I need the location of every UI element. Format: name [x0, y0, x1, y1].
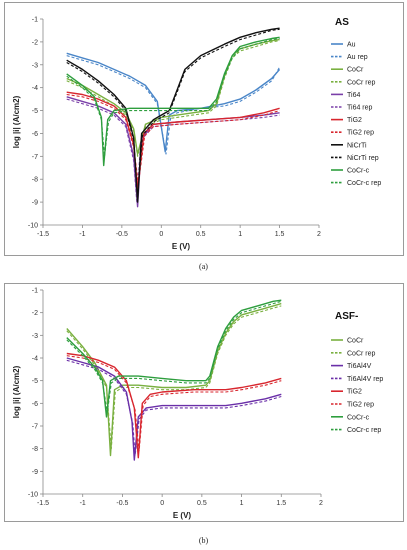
chart-b-legend-label: CoCr rep [347, 350, 376, 357]
chart-a-series-line-9 [66, 28, 280, 199]
chart-a-series-line-5 [66, 98, 280, 203]
chart-a-x-tick-label: 1.5 [275, 231, 285, 238]
chart-a-series-line-1 [66, 55, 281, 155]
chart-a-legend-label: CoCr-c [347, 168, 370, 175]
chart-b-legend-label: CoCr-c [347, 414, 370, 421]
chart-b-y-tick-label: -7 [32, 424, 38, 431]
chart-a-y-tick-label: -3 [32, 62, 38, 69]
chart-panel-a: -10 -9 -8 -7 -6 -5 -4 -3 -2 -1 -1.5 -1 -0.5 0 0.5 1 1.5 2… [4, 2, 404, 256]
chart-a-legend-label: Ti64 [347, 92, 360, 99]
chart-b-series-line-1 [66, 305, 282, 450]
chart-a-legend-label: CoCr [347, 67, 364, 74]
chart-b-legend-label: TiG2 rep [347, 402, 374, 409]
chart-b-legend-label: Ti6Al4V [347, 363, 372, 370]
chart-b-y-tick-label: -2 [32, 310, 38, 317]
chart-b-y-tick-label: -6 [32, 401, 38, 408]
chart-a-svg: -10 -9 -8 -7 -6 -5 -4 -3 -2 -1 -1.5 -1 -0.5 0 0.5 1 1.5 2… [12, 17, 381, 252]
chart-b-x-tick-label: -0.5 [116, 500, 128, 507]
chart-b-series-line-2 [66, 357, 282, 461]
chart-a-series-line-8 [66, 27, 280, 203]
chart-a-y-tick-label: -10 [28, 223, 38, 230]
caption-a: (a) [199, 262, 208, 271]
chart-b-y-tick-label: -4 [32, 356, 38, 363]
chart-a-y-tick-label: -6 [32, 131, 38, 138]
chart-b-series-line-0 [66, 302, 282, 457]
chart-a-legend-label: Au [347, 42, 356, 49]
chart-a-series-line-2 [66, 38, 280, 155]
chart-a-x-axis-label: E (V) [172, 242, 191, 251]
chart-a-legend-label: TiG2 [347, 117, 362, 124]
chart-a-legend-label: CoCr rep [347, 79, 376, 86]
chart-b-legend-label: CoCr-c rep [347, 427, 381, 434]
chart-a-legend-label: TiG2 rep [347, 130, 374, 137]
chart-b-series-line-6 [66, 299, 282, 418]
chart-b-series-line-4 [66, 352, 282, 459]
chart-a-series-line-0 [66, 52, 281, 153]
chart-a-y-tick-label: -7 [32, 154, 38, 161]
chart-b-x-tick-label: 1.5 [276, 500, 286, 507]
chart-a-y-tick-label: -9 [32, 200, 38, 207]
chart-a-x-tick-label: -0.5 [116, 231, 128, 238]
chart-b-svg: -10 -9 -8 -7 -6 -5 -4 -3 -2 -1 -1.5 -1 -0.5 0 0.5 1 1.5 2… [12, 288, 383, 521]
chart-a-x-tick-label: -1 [79, 231, 85, 238]
chart-a-y-tick-label: -5 [32, 108, 38, 115]
chart-a-legend-label: NiCrTi [347, 142, 367, 149]
chart-b-x-tick-label: 2 [319, 500, 323, 507]
chart-a-y-tick-label: -2 [32, 39, 38, 46]
chart-b-y-tick-label: -9 [32, 469, 38, 476]
chart-b-series-line-7 [66, 300, 282, 413]
chart-a-x-tick-label: 0 [159, 231, 163, 238]
chart-a-series-line-7 [66, 93, 280, 185]
chart-b-y-tick-label: -5 [32, 378, 38, 385]
chart-b-y-axis-label: log |i| (A/cm2) [12, 365, 21, 418]
chart-b-x-tick-label: 1 [240, 500, 244, 507]
chart-a-legend-label: Au rep [347, 54, 368, 61]
chart-b-legend-label: Ti6Al4V rep [347, 376, 383, 383]
chart-b-x-tick-label: -1 [80, 500, 86, 507]
chart-a-x-tick-label: 0.5 [196, 231, 206, 238]
chart-a-legend-label: CoCr-c rep [347, 180, 381, 187]
chart-b-y-tick-label: -8 [32, 446, 38, 453]
chart-a-y-axis-label: log |i| (A/cm2) [12, 95, 21, 148]
chart-b-y-tick-label: -10 [28, 492, 38, 499]
chart-a-x-tick-label: 2 [317, 231, 321, 238]
chart-b-series-line-5 [66, 355, 282, 452]
chart-b-panel-title: ASF- [335, 311, 358, 322]
chart-a-y-tick-label: -8 [32, 177, 38, 184]
chart-b-legend-label: TiG2 [347, 389, 362, 396]
chart-a-x-tick-label: -1.5 [37, 231, 49, 238]
chart-b-x-axis-label: E (V) [173, 511, 192, 520]
chart-a-panel-title: AS [335, 17, 349, 28]
chart-a-series-line-11 [66, 37, 280, 157]
chart-a-y-tick-label: -4 [32, 85, 38, 92]
chart-a-y-tick-label: -1 [32, 17, 38, 24]
caption-b: (b) [198, 536, 209, 545]
chart-panel-b: -10 -9 -8 -7 -6 -5 -4 -3 -2 -1 -1.5 -1 -0.5 0 0.5 1 1.5 2… [4, 283, 404, 522]
chart-b-x-tick-label: 0.5 [197, 500, 207, 507]
chart-b-x-tick-label: -1.5 [37, 500, 49, 507]
chart-b-series-line-3 [66, 359, 282, 457]
chart-b-y-tick-label: -3 [32, 333, 38, 340]
chart-b-legend-label: CoCr [347, 338, 364, 345]
chart-a-x-tick-label: 1 [238, 231, 242, 238]
chart-a-legend-label: Ti64 rep [347, 105, 373, 112]
chart-b-x-tick-label: 0 [160, 500, 164, 507]
chart-a-legend-label: NiCrTi rep [347, 155, 379, 162]
chart-b-y-tick-label: -1 [32, 288, 38, 295]
chart-a-series-line-10 [66, 36, 280, 167]
chart-a-series-line-3 [66, 40, 280, 157]
